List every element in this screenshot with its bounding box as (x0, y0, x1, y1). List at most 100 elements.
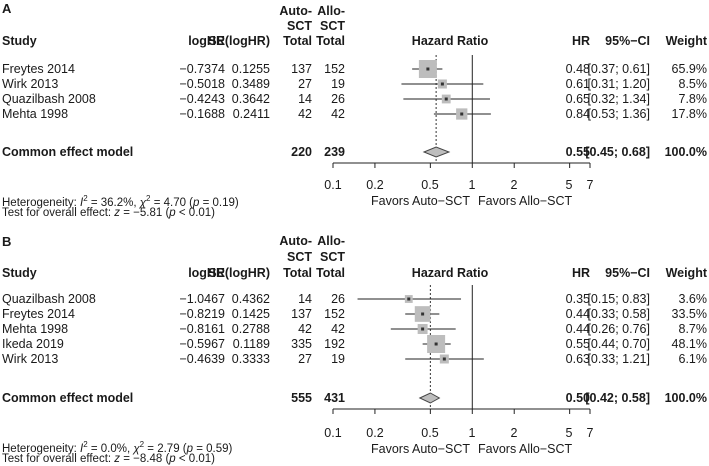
x-tick-label: 0.5 (421, 426, 439, 440)
study-allo-total: 42 (331, 107, 345, 121)
header-weight: Weight (665, 266, 707, 280)
study-name: Quazilbash 2008 (2, 292, 96, 306)
study-weight: 3.6% (678, 292, 708, 306)
header-allo-line2: SCT (320, 250, 345, 264)
x-tick-label: 2 (510, 426, 518, 440)
summary-diamond (422, 146, 451, 158)
study-se: 0.2788 (231, 322, 270, 336)
study-hr: 0.63 (565, 352, 590, 366)
header-hazard-ratio: Hazard Ratio (411, 34, 489, 48)
study-auto-total: 27 (298, 77, 312, 91)
x-tick-label: 2 (510, 178, 518, 192)
study-weight: 6.1% (678, 352, 708, 366)
study-hr: 0.44 (565, 322, 590, 336)
study-hr: 0.44 (565, 307, 590, 321)
study-loghr: −0.7374 (179, 62, 225, 76)
study-allo-total: 192 (324, 337, 345, 351)
study-ci: [0.26; 0.76] (587, 322, 650, 336)
common-ci: [0.42; 0.58] (585, 391, 650, 405)
header-auto-line2: SCT (287, 250, 312, 264)
study-name: Mehta 1998 (2, 322, 69, 336)
study-ci: [0.32; 1.34] (587, 92, 650, 106)
study-ci: [0.53; 1.36] (587, 107, 650, 121)
study-name: Mehta 1998 (2, 107, 69, 121)
favors-left-label: Favors Auto−SCT (371, 442, 470, 456)
header-loghr: logHR (188, 266, 225, 280)
header-se: SE(logHR) (208, 266, 270, 280)
study-hr: 0.61 (565, 77, 590, 91)
forest-plot-a (332, 55, 591, 168)
point-estimate (444, 97, 448, 101)
study-allo-total: 19 (331, 77, 345, 91)
x-tick-label: 0.2 (366, 426, 384, 440)
x-tick-label: 7 (586, 426, 594, 440)
x-tick-label: 0.1 (324, 178, 342, 192)
header-auto-line1: Auto- (279, 234, 312, 248)
overall-effect-text: Test for overall effect: z = −8.48 (p < … (2, 453, 216, 465)
study-se: 0.3642 (231, 92, 270, 106)
point-estimate (426, 67, 430, 71)
header-allo-line1: Allo- (317, 4, 345, 18)
study-name: Wirk 2013 (2, 352, 59, 366)
study-se: 0.4362 (231, 292, 270, 306)
study-auto-total: 42 (298, 107, 312, 121)
study-loghr: −0.5018 (179, 77, 225, 91)
study-allo-total: 42 (331, 322, 345, 336)
study-auto-total: 137 (291, 62, 312, 76)
header-hazard-ratio: Hazard Ratio (411, 266, 489, 280)
x-tick-label: 1 (468, 178, 476, 192)
study-hr: 0.84 (565, 107, 590, 121)
common-allo-total: 239 (324, 145, 345, 159)
overall-effect-text: Test for overall effect: z = −5.81 (p < … (2, 207, 216, 219)
header-allo-line1: Allo- (317, 234, 345, 248)
study-name: Ikeda 2019 (2, 337, 64, 351)
study-name: Freytes 2014 (2, 307, 75, 321)
study-se: 0.3333 (231, 352, 270, 366)
study-hr: 0.35 (565, 292, 590, 306)
study-weight: 33.5% (671, 307, 707, 321)
study-weight: 65.9% (671, 62, 707, 76)
point-estimate (442, 357, 446, 361)
point-estimate (440, 82, 444, 86)
study-weight: 8.7% (678, 322, 708, 336)
header-loghr: logHR (188, 34, 225, 48)
point-estimate (407, 297, 411, 301)
study-loghr: −0.5967 (179, 337, 225, 351)
header-ci: 95%−CI (605, 34, 650, 48)
study-ci: [0.37; 0.61] (587, 62, 650, 76)
header-allo-line3: Total (316, 266, 345, 280)
common-auto-total: 555 (291, 391, 312, 405)
point-estimate (421, 327, 425, 331)
study-weight: 48.1% (671, 337, 707, 351)
panel-label: A (2, 1, 12, 16)
common-weight: 100.0% (664, 391, 707, 405)
heterogeneity-text: Heterogeneity: I2 = 36.2%, χ2 = 4.70 (p … (2, 194, 239, 209)
study-allo-total: 19 (331, 352, 345, 366)
study-allo-total: 152 (324, 62, 345, 76)
x-tick-label: 5 (565, 426, 573, 440)
study-ci: [0.44; 0.70] (587, 337, 650, 351)
header-se: SE(logHR) (208, 34, 270, 48)
common-ci: [0.45; 0.68] (585, 145, 650, 159)
study-allo-total: 26 (331, 292, 345, 306)
study-auto-total: 14 (298, 292, 312, 306)
study-se: 0.1189 (232, 337, 270, 351)
header-ci: 95%−CI (605, 266, 650, 280)
study-loghr: −0.8219 (179, 307, 225, 321)
study-loghr: −1.0467 (179, 292, 225, 306)
header-auto-line3: Total (283, 34, 312, 48)
favors-right-label: Favors Allo−SCT (478, 442, 573, 456)
study-hr: 0.55 (565, 337, 590, 351)
study-auto-total: 14 (298, 92, 312, 106)
study-allo-total: 152 (324, 307, 345, 321)
study-loghr: −0.4639 (179, 352, 225, 366)
study-se: 0.1255 (231, 62, 270, 76)
x-tick-label: 0.5 (421, 178, 439, 192)
study-loghr: −0.8161 (179, 322, 225, 336)
x-tick-label: 7 (586, 178, 594, 192)
header-auto-line3: Total (283, 266, 312, 280)
header-weight: Weight (665, 34, 707, 48)
study-auto-total: 137 (291, 307, 312, 321)
favors-left-label: Favors Auto−SCT (371, 194, 470, 208)
study-se: 0.1425 (231, 307, 270, 321)
